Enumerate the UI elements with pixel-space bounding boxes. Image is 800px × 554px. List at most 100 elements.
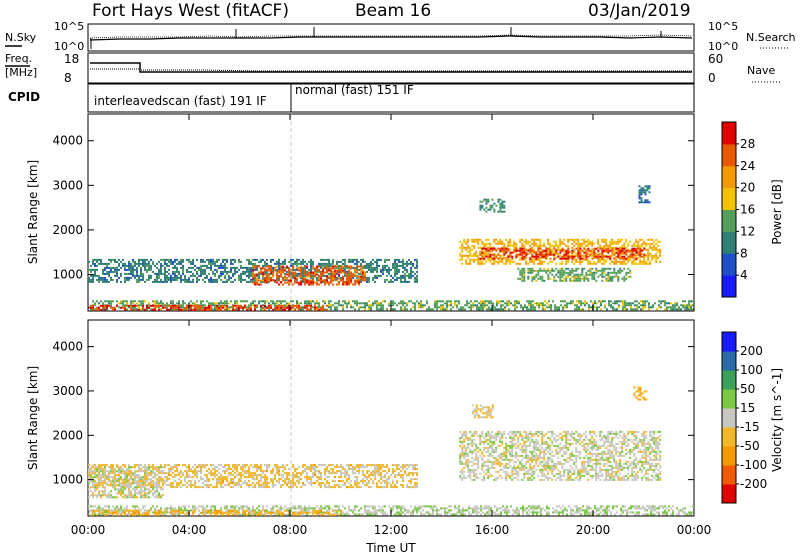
power-echo-cell [126,304,128,307]
power-echo-cell [286,281,289,284]
power-echo-cell [617,249,620,252]
power-echo-cell [547,267,550,270]
velocity-echo-cell [368,476,370,479]
power-echo-cell [539,258,542,261]
velocity-echo-cell [98,486,100,489]
velocity-echo-cell [90,472,92,475]
velocity-echo-cell [102,468,104,471]
power-echo-cell [362,269,365,272]
power-echo-cell [408,274,410,277]
velocity-echo-cell [188,480,190,483]
power-echo-cell [112,300,114,303]
power-echo-cell [350,267,353,270]
velocity-echo-cell [244,482,246,485]
power-echo-cell [182,304,184,307]
velocity-echo-cell [124,464,126,467]
power-echo-cell [304,281,307,284]
power-echo-cell [629,275,632,278]
velocity-echo-cell [218,468,220,471]
power-echo-cell [184,280,186,283]
power-echo-cell [150,266,152,269]
velocity-echo-cell [192,476,194,479]
power-echo-cell [92,274,94,277]
power-echo-cell [306,265,309,268]
power-echo-cell [310,272,312,275]
power-echo-cell [118,302,120,305]
velocity-echo-cell [254,464,256,467]
power-echo-cell [485,210,488,213]
velocity-echo-cell [240,486,242,489]
power-echo-cell [477,256,480,259]
power-echo-cell [461,258,464,261]
power-echo-cell [376,266,378,269]
power-echo-cell [577,277,580,280]
power-echo-cell [200,300,202,303]
velocity-echo-cell [404,470,406,473]
velocity-echo-cell [176,486,178,489]
power-echo-cell [164,274,166,277]
velocity-echo-cell [200,486,202,489]
velocity-echo-cell [184,478,186,481]
velocity-echo-cell [102,464,104,467]
power-echo-cell [310,276,312,279]
power-echo-cell [494,308,496,311]
power-echo-cell [556,306,558,309]
velocity-echo-cell [296,472,298,475]
power-echo-cell [98,258,100,261]
power-echo-cell [376,308,378,311]
power-echo-cell [640,197,643,200]
power-echo-cell [555,244,558,247]
velocity-echo-cell [400,474,402,477]
power-echo-cell [96,278,98,281]
power-echo-cell [220,262,222,265]
power-echo-cell [304,277,307,280]
power-echo-cell [432,308,434,311]
power-echo-cell [408,258,410,261]
velocity-echo-cell [210,470,212,473]
power-echo-cell [370,270,372,273]
power-echo-cell [260,271,263,274]
power-echo-cell [655,248,658,251]
velocity-echo-cell [150,474,152,477]
velocity-echo-cell [206,464,208,467]
power-echo-cell [376,306,378,309]
velocity-echo-cell [94,482,96,485]
power-echo-cell [450,302,452,305]
power-echo-cell [322,308,324,311]
power-echo-cell [328,260,330,263]
power-echo-cell [206,274,208,277]
power-echo-cell [597,257,600,260]
power-echo-cell [284,308,286,311]
power-echo-cell [496,308,498,311]
power-echo-cell [649,244,652,247]
power-echo-cell [473,240,476,243]
power-echo-cell [564,300,566,303]
power-echo-cell [478,306,480,309]
power-echo-cell [242,308,244,311]
power-echo-cell [98,274,100,277]
power-echo-cell [414,302,416,305]
velocity-echo-cell [338,476,340,479]
power-echo-cell [533,262,536,265]
velocity-echo-cell [304,476,306,479]
power-echo-cell [483,254,486,257]
power-echo-cell [640,199,643,202]
velocity-echo-cell [138,464,140,467]
power-echo-cell [639,260,642,263]
power-echo-cell [252,265,255,268]
velocity-echo-cell [286,474,288,477]
velocity-echo-cell [416,468,418,471]
power-echo-cell [584,302,586,305]
power-echo-cell [509,258,512,261]
power-echo-cell [218,276,220,279]
power-echo-cell [214,268,216,271]
power-echo-cell [578,306,580,309]
velocity-echo-cell [136,480,138,483]
power-echo-cell [104,280,106,283]
power-echo-cell [521,255,524,258]
power-echo-cell [519,249,522,252]
power-echo-cell [210,262,212,265]
velocity-echo-cell [406,484,408,487]
power-echo-cell [688,304,690,307]
power-echo-cell [216,268,218,271]
